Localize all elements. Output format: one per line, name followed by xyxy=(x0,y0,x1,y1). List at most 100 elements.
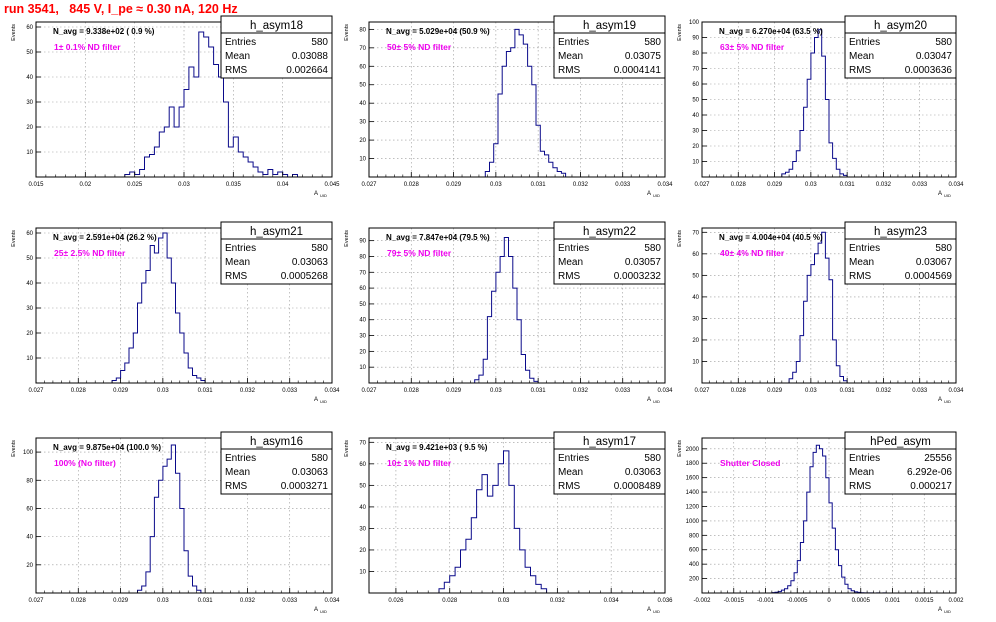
panel-h_asym23: 0.027 0.028 0.029 0.03 0.031 0.032 0.033 0.034 1… xyxy=(677,221,964,404)
x-tick-label: 0.034 xyxy=(324,388,340,394)
y-tick-label: 50 xyxy=(359,83,366,89)
y-tick-label: 40 xyxy=(359,101,366,107)
x-tick-label: 0.026 xyxy=(388,598,404,604)
x-axis-title-subscript: UID xyxy=(944,399,951,404)
panel-h_asym19: 0.027 0.028 0.029 0.03 0.031 0.032 0.033 0.034 1… xyxy=(344,15,673,198)
navg-label: N_avg = 9.875e+04 (100.0 %) xyxy=(53,443,161,452)
x-tick-label: 0.031 xyxy=(531,388,547,394)
navg-label: N_avg = 9.338e+02 ( 0.9 %) xyxy=(53,27,155,36)
x-tick-label: 0.03 xyxy=(157,388,169,394)
x-axis-title: A xyxy=(314,191,318,197)
y-tick-label: 70 xyxy=(359,440,366,446)
navg-label: N_avg = 9.421e+03 ( 9.5 %) xyxy=(386,443,488,452)
y-tick-label: 80 xyxy=(359,254,366,260)
y-tick-label: 60 xyxy=(359,64,366,70)
y-tick-label: 90 xyxy=(692,36,699,42)
stats-label-entries: Entries xyxy=(558,37,589,48)
stats-box xyxy=(553,431,666,495)
x-tick-label: 0.028 xyxy=(71,598,87,604)
stats-box xyxy=(844,15,957,79)
x-tick-label: 0.033 xyxy=(912,182,928,188)
x-tick-label: 0.04 xyxy=(277,182,289,188)
stats-label-mean: Mean xyxy=(849,467,874,478)
y-tick-label: 50 xyxy=(692,273,699,279)
x-tick-label: 0.027 xyxy=(28,388,44,394)
panel-h_asym22: 0.027 0.028 0.029 0.03 0.031 0.032 0.033 0.034 1… xyxy=(344,221,673,404)
histogram-line xyxy=(438,450,548,593)
stats-label-mean: Mean xyxy=(558,51,583,62)
x-axis-title-subscript: UID xyxy=(320,193,327,198)
x-tick-label: 0.028 xyxy=(731,182,747,188)
stats-value-rms: 0.002664 xyxy=(286,65,328,76)
navg-label: N_avg = 4.004e+04 (40.5 %) xyxy=(719,233,823,242)
y-tick-label: 20 xyxy=(359,138,366,144)
stats-label-mean: Mean xyxy=(558,257,583,268)
stats-label-mean: Mean xyxy=(225,257,250,268)
stats-label-mean: Mean xyxy=(849,257,874,268)
y-tick-label: 60 xyxy=(26,25,33,31)
y-tick-label: 70 xyxy=(359,270,366,276)
y-tick-label: 60 xyxy=(692,82,699,88)
x-tick-label: 0.03 xyxy=(157,598,169,604)
x-tick-label: 0.028 xyxy=(404,388,420,394)
filter-label: 50± 5% ND filter xyxy=(387,42,452,52)
x-tick-label: -0.0005 xyxy=(787,598,808,604)
y-tick-label: 50 xyxy=(692,98,699,104)
y-tick-label: 80 xyxy=(359,27,366,33)
x-tick-label: 0.028 xyxy=(404,182,420,188)
stats-value-entries: 580 xyxy=(311,453,328,464)
y-tick-label: 30 xyxy=(359,526,366,532)
x-tick-label: 0.001 xyxy=(885,598,901,604)
x-tick-label: 0.033 xyxy=(615,182,631,188)
plot-frame xyxy=(368,21,666,178)
y-tick-label: 20 xyxy=(26,125,33,131)
x-tick-label: 0.032 xyxy=(240,598,256,604)
stats-title: hPed_asym xyxy=(870,436,931,448)
x-tick-label: 0.034 xyxy=(604,598,620,604)
stats-label-entries: Entries xyxy=(849,37,880,48)
histogram-line xyxy=(781,29,848,177)
x-axis-title: A xyxy=(938,397,942,403)
x-tick-label: 0.03 xyxy=(805,182,817,188)
y-tick-label: 30 xyxy=(359,120,366,126)
stats-value-mean: 0.03067 xyxy=(916,257,953,268)
x-tick-label: 0.02 xyxy=(79,182,91,188)
stats-value-entries: 580 xyxy=(935,37,952,48)
x-tick-label: 0.03 xyxy=(498,598,510,604)
histogram-line xyxy=(474,237,539,383)
panel-h_asym18: 0.015 0.02 0.025 0.03 0.035 0.04 0.045 10 20 30 40… xyxy=(11,15,340,198)
x-tick-label: 0.0015 xyxy=(915,598,934,604)
x-tick-label: 0.032 xyxy=(240,388,256,394)
stats-label-mean: Mean xyxy=(849,51,874,62)
stats-title: h_asym17 xyxy=(583,436,636,448)
x-tick-label: 0.027 xyxy=(361,388,377,394)
stats-box xyxy=(220,431,333,495)
y-tick-label: 10 xyxy=(26,150,33,156)
y-tick-label: 20 xyxy=(692,338,699,344)
panel-h_asym20: 0.027 0.028 0.029 0.03 0.031 0.032 0.033 0.034 1… xyxy=(677,15,964,198)
stats-value-rms: 0.0005268 xyxy=(281,271,329,282)
stats-label-entries: Entries xyxy=(558,453,589,464)
x-tick-label: 0.033 xyxy=(615,388,631,394)
histogram-line xyxy=(137,444,202,593)
y-tick-label: 70 xyxy=(692,230,699,236)
stats-value-rms: 0.0003271 xyxy=(281,481,329,492)
stats-value-rms: 0.0003232 xyxy=(614,271,662,282)
stats-label-rms: RMS xyxy=(849,271,872,282)
x-axis-title: A xyxy=(314,397,318,403)
plot-frame xyxy=(35,437,333,594)
y-tick-label: 1000 xyxy=(686,519,700,525)
x-tick-label: 0.031 xyxy=(531,182,547,188)
y-tick-label: 40 xyxy=(692,113,699,119)
y-tick-label: 30 xyxy=(26,100,33,106)
y-tick-label: 400 xyxy=(689,562,700,568)
panel-hPed_asym: -0.002 -0.0015 -0.001 -0.0005 0 0.0005 0.001 0.… xyxy=(677,431,964,614)
stats-title: h_asym18 xyxy=(250,20,303,32)
stats-label-entries: Entries xyxy=(558,243,589,254)
y-tick-label: 1200 xyxy=(686,504,700,510)
stats-value-mean: 6.292e-06 xyxy=(907,467,952,478)
stats-value-entries: 580 xyxy=(311,243,328,254)
stats-label-rms: RMS xyxy=(225,271,248,282)
x-tick-label: 0.029 xyxy=(113,598,129,604)
stats-value-entries: 580 xyxy=(644,37,661,48)
